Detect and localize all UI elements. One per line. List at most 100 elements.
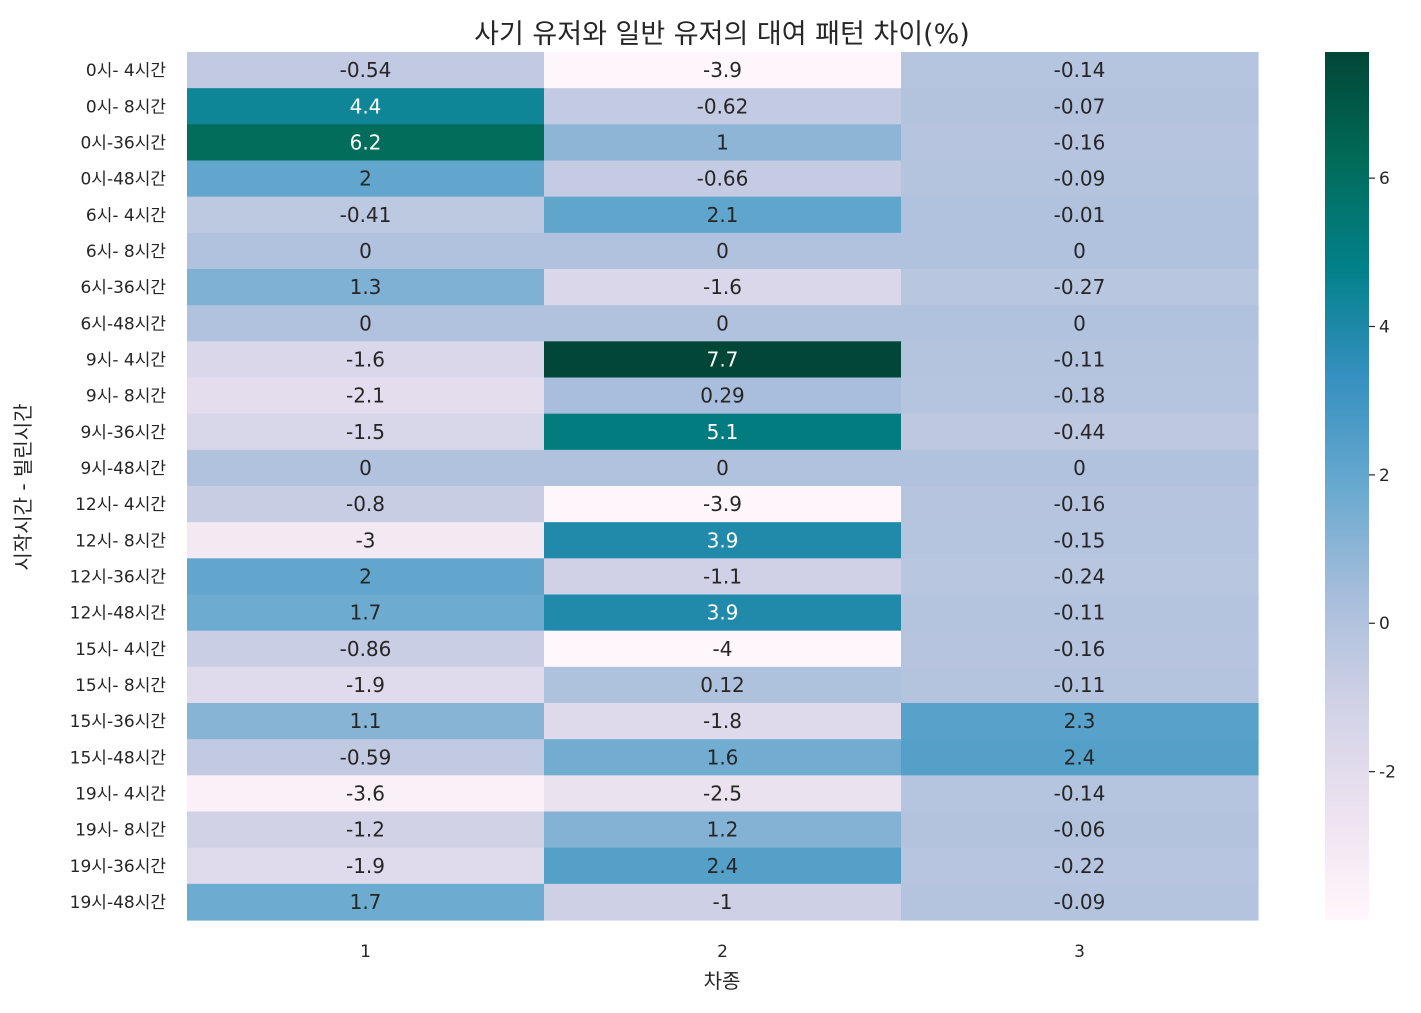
heatmap-cell (544, 522, 902, 559)
heatmap-cell (187, 449, 545, 487)
heatmap-cell (187, 341, 545, 379)
heatmap-cell (544, 269, 902, 306)
cell-value-label: 1 (716, 130, 729, 154)
heatmap-cell (187, 232, 545, 270)
cell-value-label: 0 (359, 239, 372, 263)
cell-value-label: -0.16 (1054, 637, 1106, 661)
heatmap-cell (901, 630, 1259, 668)
heatmap-cell (544, 666, 902, 704)
cell-value-label: 0 (716, 456, 729, 480)
heatmap-cell (187, 413, 545, 451)
cell-value-label: -0.27 (1054, 275, 1106, 299)
cell-value-label: -0.86 (340, 637, 392, 661)
heatmap-cell (544, 486, 902, 523)
heatmap-cell (901, 739, 1259, 776)
heatmap-cell (544, 594, 902, 632)
cell-value-label: -3.6 (346, 781, 385, 805)
heatmap-cell (187, 811, 545, 849)
y-tick-label: 6시- 8시간 (86, 242, 166, 262)
cell-value-label: 1.6 (707, 745, 739, 769)
cell-value-label: 2.3 (1064, 709, 1096, 733)
heatmap-cell (187, 522, 545, 559)
x-axis-label: 차종 (704, 969, 741, 993)
heatmap-cells (187, 52, 1259, 921)
heatmap-cell (901, 594, 1259, 632)
cell-value-label: 6.2 (350, 130, 382, 154)
y-tick-label: 0시- 4시간 (86, 61, 166, 81)
heatmap-cell (901, 88, 1259, 125)
y-tick-label: 0시- 8시간 (86, 97, 166, 117)
y-tick-label: 6시-48시간 (80, 314, 166, 334)
heatmap-cell (187, 486, 545, 523)
heatmap-cell (187, 196, 545, 234)
heatmap-cell (544, 883, 902, 921)
heatmap-cell (544, 739, 902, 776)
cell-value-label: -0.22 (1054, 854, 1106, 878)
cell-value-label: -1.1 (703, 564, 742, 588)
y-tick-labels: 0시- 4시간 0시- 8시간 0시-36시간 0시-48시간 6시- 4시간 6시- 8… (70, 61, 167, 913)
cell-value-label: 0.12 (700, 673, 745, 697)
cell-value-label: 0 (359, 311, 372, 335)
heatmap-cell (901, 341, 1259, 379)
y-tick-label: 15시-36시간 (70, 712, 167, 732)
heatmap-cell (901, 52, 1259, 89)
cell-value-label: 0 (716, 311, 729, 335)
colorbar (1325, 52, 1369, 920)
cell-value-label: 1.1 (350, 709, 382, 733)
cell-value-label: -0.15 (1054, 528, 1106, 552)
cell-value-label: -1.8 (703, 709, 742, 733)
y-tick-label: 0시-36시간 (80, 133, 166, 153)
cell-value-label: -0.16 (1054, 130, 1106, 154)
cell-value-label: -0.11 (1054, 347, 1106, 371)
heatmap-cell (544, 52, 902, 89)
heatmap-cell (544, 160, 902, 198)
cell-value-label: 2.1 (707, 203, 739, 227)
cell-value-label: -0.54 (340, 58, 392, 82)
cell-value-label: 0 (1073, 311, 1086, 335)
cell-value-label: -0.01 (1054, 203, 1106, 227)
heatmap-cell (187, 883, 545, 921)
heatmap-cell (187, 160, 545, 198)
cell-value-label: -3.9 (703, 58, 742, 82)
cell-value-label: -0.06 (1054, 818, 1106, 842)
colorbar-ticks: -2 0 2 4 6 (1369, 169, 1396, 783)
cell-value-label: 2.4 (707, 854, 739, 878)
heatmap-cell (901, 449, 1259, 487)
heatmap-cell (901, 124, 1259, 162)
heatmap-cell (544, 413, 902, 451)
cell-value-label: -0.8 (346, 492, 385, 516)
y-tick-label: 9시-48시간 (80, 459, 166, 479)
heatmap-cell (901, 558, 1259, 596)
colorbar-tick-label: 2 (1379, 466, 1390, 486)
heatmap-cell (544, 232, 902, 270)
heatmap-cell (187, 703, 545, 740)
cell-value-label: 0 (1073, 456, 1086, 480)
cell-value-label: -1.9 (346, 673, 385, 697)
heatmap-cell (901, 775, 1259, 813)
cell-value-label: -0.09 (1054, 167, 1106, 191)
heatmap-cell (901, 486, 1259, 523)
heatmap-cell (544, 449, 902, 487)
y-tick-label: 19시- 4시간 (75, 784, 166, 804)
cell-value-label: 0.29 (700, 384, 745, 408)
cell-value-label: 1.7 (350, 890, 382, 914)
heatmap-cell (187, 124, 545, 162)
y-tick-label: 19시- 8시간 (75, 821, 166, 841)
heatmap-cell (901, 269, 1259, 306)
x-tick-label: 3 (1074, 942, 1085, 962)
cell-value-label: -0.41 (340, 203, 392, 227)
heatmap-cell (544, 703, 902, 740)
heatmap-cell (544, 775, 902, 813)
heatmap-cell (187, 377, 545, 415)
heatmap-cell (901, 196, 1259, 234)
heatmap-cell (187, 847, 545, 885)
y-tick-label: 15시- 8시간 (75, 676, 166, 696)
heatmap-cell (901, 305, 1259, 342)
cell-value-label: -1.6 (346, 347, 385, 371)
cell-value-label: -3 (356, 528, 376, 552)
cell-value-label: -3.9 (703, 492, 742, 516)
cell-value-label: 0 (359, 456, 372, 480)
heatmap-cell (901, 883, 1259, 921)
